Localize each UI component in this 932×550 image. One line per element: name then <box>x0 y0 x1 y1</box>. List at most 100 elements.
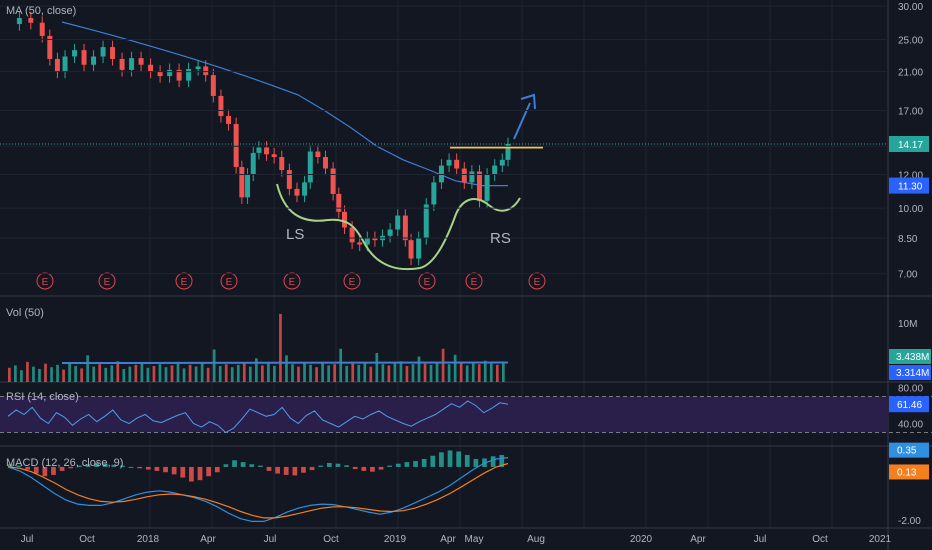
rsi-pane[interactable] <box>7 400 509 434</box>
candle-body <box>387 229 393 236</box>
candle-body <box>72 50 78 57</box>
ma-value-label: 11.30 <box>898 182 923 193</box>
candle-body <box>47 35 53 59</box>
macd-histogram-bar <box>292 466 298 476</box>
volume-bar <box>363 362 367 382</box>
volume-bar <box>140 363 144 382</box>
rsi-legend[interactable]: RSI (14, close) <box>6 391 79 403</box>
price-tick-label: 7.00 <box>898 270 918 281</box>
candle-body <box>81 50 87 65</box>
volume-bar <box>158 364 162 382</box>
volume-bar <box>453 354 457 382</box>
volume-bar <box>170 365 174 382</box>
volume-bar <box>32 366 35 382</box>
volume-bar <box>182 368 186 382</box>
macd-histogram-bar <box>395 463 401 467</box>
volume-bar <box>56 364 59 382</box>
volume-bar <box>44 363 47 382</box>
macd-histogram-bar <box>301 466 306 473</box>
volume-bar <box>267 363 270 382</box>
volume-ma-label: 3.438M <box>896 352 929 363</box>
candle-body <box>239 167 245 198</box>
macd-histogram-bar <box>76 465 82 467</box>
price-pane[interactable] <box>0 11 888 271</box>
volume-bar <box>471 361 475 382</box>
earnings-marker[interactable] <box>528 272 546 290</box>
volume-bar <box>50 367 53 382</box>
macd-histogram-bar <box>8 464 13 467</box>
volume-ma-badge <box>889 349 931 364</box>
candle-body <box>330 168 336 194</box>
macd-histogram-bar <box>499 454 505 467</box>
macd-histogram-bar <box>214 466 220 473</box>
ma-legend[interactable]: MA (50, close) <box>6 5 76 17</box>
macd-histogram-bar <box>33 466 39 474</box>
volume-bar <box>188 364 192 382</box>
rsi-tick-label: 80.00 <box>898 384 923 395</box>
price-tick-label: 30.00 <box>898 2 923 13</box>
volume-bar <box>447 364 451 382</box>
candle-body <box>138 58 144 65</box>
candle-body <box>100 47 106 57</box>
time-tick-label: Jul <box>264 534 277 545</box>
price-axis[interactable]: 30.0025.0021.0017.0014.0012.0010.008.507… <box>0 2 931 527</box>
volume-bar <box>279 313 282 382</box>
macd-histogram-bar <box>352 466 358 470</box>
macd-histogram-bar <box>266 466 272 471</box>
volume-bar <box>483 360 487 382</box>
volume-bar <box>26 361 29 382</box>
volume-bar <box>285 355 288 382</box>
volume-bar <box>411 364 415 382</box>
candle-body <box>302 182 308 196</box>
volume-bar <box>291 364 294 382</box>
price-tick-label: 25.00 <box>898 36 923 47</box>
macd-tick-label: -2.00 <box>898 516 921 527</box>
volume-legend[interactable]: Vol (50) <box>6 307 44 319</box>
volume-bar <box>86 355 90 382</box>
volume-bar <box>122 368 126 382</box>
earnings-label: E <box>104 277 111 288</box>
time-tick-label: Aug <box>527 534 545 545</box>
time-tick-label: 2021 <box>869 534 892 545</box>
volume-bar <box>393 363 397 382</box>
volume-bar <box>417 356 421 382</box>
time-tick-label: Oct <box>79 534 95 545</box>
candle-body <box>245 174 251 198</box>
volume-bar <box>128 366 132 382</box>
candle-body <box>16 18 22 25</box>
candle-body <box>226 115 232 124</box>
candle-body <box>54 58 60 72</box>
macd-line <box>7 457 509 523</box>
earnings-marker[interactable] <box>418 272 436 290</box>
macd-legend[interactable]: MACD (12, 26, close, 9) <box>6 457 123 469</box>
earnings-label: E <box>534 277 541 288</box>
time-tick-label: Apr <box>440 534 456 545</box>
earnings-marker[interactable] <box>98 272 116 290</box>
macd-histogram-bar <box>361 466 367 471</box>
volume-bar <box>38 368 41 382</box>
candle-body <box>438 165 444 183</box>
signal-value-label: 0.13 <box>897 467 917 478</box>
macd-histogram-bar <box>430 455 436 467</box>
candle-body <box>110 47 116 59</box>
volume-bar <box>146 367 150 382</box>
candle-body <box>342 211 348 228</box>
earnings-marker[interactable] <box>283 272 301 290</box>
macd-pane[interactable] <box>7 450 509 523</box>
time-axis[interactable]: Jul Oct 2018 Apr Jul Oct 2019 Apr May Aug 2020 Apr J… <box>21 534 892 545</box>
signal-value-badge <box>889 464 929 480</box>
candle-body <box>315 151 321 158</box>
earnings-marker[interactable] <box>220 272 238 290</box>
rsi-value-badge <box>889 396 929 413</box>
macd-histogram-bar <box>326 462 332 467</box>
macd-histogram-bar <box>137 466 143 469</box>
candle-body <box>28 18 34 23</box>
macd-histogram-bar <box>232 460 237 467</box>
earnings-marker[interactable] <box>343 272 361 290</box>
arrow-head <box>520 93 536 110</box>
earnings-marker[interactable] <box>465 272 483 290</box>
earnings-marker[interactable] <box>175 272 193 290</box>
earnings-marker[interactable] <box>36 272 54 290</box>
